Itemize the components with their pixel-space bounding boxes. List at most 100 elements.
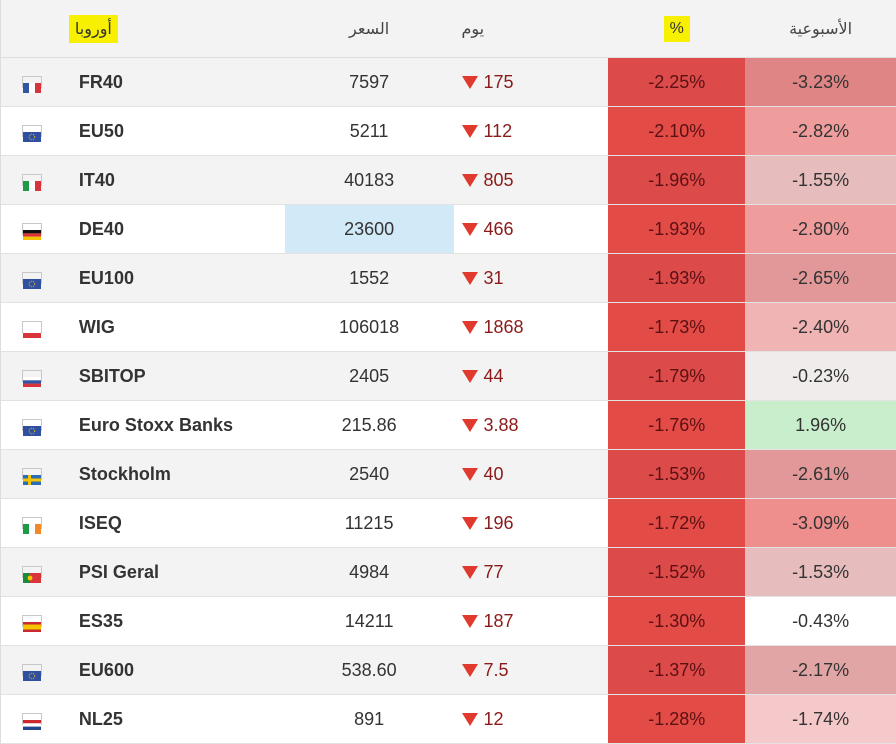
day-change-value: 12: [483, 708, 504, 729]
instrument-name[interactable]: EU50: [78, 120, 124, 141]
day-change-value: 31: [483, 267, 504, 288]
weekly-change-cell: -1.53%: [745, 548, 896, 596]
weekly-change-cell: -2.82%: [745, 107, 896, 155]
instrument-name[interactable]: Stockholm: [78, 463, 171, 484]
down-arrow-icon: [461, 565, 478, 579]
table-row[interactable]: ES35 14211 187 -1.30% -0.43%: [1, 597, 896, 646]
weekly-change-cell: -2.40%: [745, 303, 896, 351]
price-cell: 538.60: [341, 659, 397, 680]
netherlands-flag-icon: [21, 713, 42, 730]
down-arrow-icon: [461, 467, 478, 481]
instrument-name[interactable]: IT40: [78, 169, 115, 190]
eu-flag-icon: [21, 419, 42, 436]
day-change-value: 77: [483, 561, 504, 582]
flag-cell: [1, 499, 63, 547]
table-row[interactable]: ISEQ 11215 196 -1.72% -3.09%: [1, 499, 896, 548]
instrument-name[interactable]: EU600: [78, 659, 134, 680]
price-cell: 14211: [344, 610, 394, 631]
pct-change-cell: -1.93%: [608, 254, 746, 302]
table-row[interactable]: EU600 538.60 7.5 -1.37% -2.17%: [1, 646, 896, 695]
weekly-change-cell: -2.17%: [745, 646, 896, 694]
price-cell: 2405: [349, 365, 390, 386]
weekly-change-cell: -3.09%: [745, 499, 896, 547]
day-change-value: 187: [483, 610, 514, 631]
header-pct[interactable]: %: [608, 0, 745, 57]
pct-label: %: [663, 15, 690, 42]
down-arrow-icon: [461, 124, 478, 138]
price-cell: 891: [354, 708, 385, 729]
day-change-cell: 40: [454, 450, 609, 498]
down-arrow-icon: [461, 173, 478, 187]
eu-flag-icon: [21, 272, 42, 289]
weekly-change-cell: -0.23%: [745, 352, 896, 400]
price-cell: 106018: [339, 316, 400, 337]
header-day[interactable]: يوم: [461, 20, 485, 38]
day-change-value: 466: [483, 218, 514, 239]
slovenia-flag-icon: [21, 370, 42, 387]
day-change-cell: 175: [454, 58, 609, 106]
down-arrow-icon: [461, 712, 478, 726]
flag-cell: [1, 254, 63, 302]
header-week[interactable]: الأسبوعية: [789, 20, 853, 38]
down-arrow-icon: [461, 271, 478, 285]
instrument-name[interactable]: ISEQ: [78, 512, 122, 533]
germany-flag-icon: [21, 223, 42, 240]
table-row[interactable]: IT40 40183 805 -1.96% -1.55%: [1, 156, 896, 205]
table-row[interactable]: WIG 106018 1868 -1.73% -2.40%: [1, 303, 896, 352]
ireland-flag-icon: [21, 517, 42, 534]
flag-cell: [1, 107, 63, 155]
weekly-change-cell: -1.74%: [745, 695, 896, 743]
flag-cell: [1, 58, 63, 106]
day-change-cell: 31: [454, 254, 609, 302]
flag-cell: [1, 597, 63, 645]
instrument-name[interactable]: WIG: [78, 316, 115, 337]
day-change-value: 805: [483, 169, 514, 190]
pct-change-cell: -2.10%: [608, 107, 746, 155]
instrument-name[interactable]: FR40: [78, 71, 123, 92]
flag-cell: [1, 450, 63, 498]
table-row[interactable]: EU50 5211 112 -2.10% -2.82%: [1, 107, 896, 156]
instrument-name[interactable]: PSI Geral: [78, 561, 159, 582]
table-row[interactable]: EU100 1552 31 -1.93% -2.65%: [1, 254, 896, 303]
day-change-cell: 112: [454, 107, 609, 155]
instrument-name[interactable]: EU100: [78, 267, 134, 288]
day-change-cell: 3.88: [454, 401, 609, 449]
pct-change-cell: -1.30%: [608, 597, 746, 645]
instrument-name[interactable]: ES35: [78, 610, 123, 631]
price-cell: 23600: [284, 205, 454, 253]
down-arrow-icon: [461, 222, 478, 236]
instrument-name[interactable]: NL25: [78, 708, 123, 729]
flag-cell: [1, 205, 63, 253]
day-change-value: 175: [483, 71, 514, 92]
table-row[interactable]: DE40 23600 466 -1.93% -2.80%: [1, 205, 896, 254]
header-region[interactable]: أوروبا: [63, 0, 285, 57]
eu-flag-icon: [21, 664, 42, 681]
price-cell: 1552: [349, 267, 390, 288]
sweden-flag-icon: [21, 468, 42, 485]
table-row[interactable]: Euro Stoxx Banks 215.86 3.88 -1.76% 1.96%: [1, 401, 896, 450]
day-change-cell: 77: [454, 548, 609, 596]
table-row[interactable]: SBITOP 2405 44 -1.79% -0.23%: [1, 352, 896, 401]
price-cell: 4984: [349, 561, 390, 582]
table-row[interactable]: FR40 7597 175 -2.25% -3.23%: [1, 58, 896, 107]
instrument-name[interactable]: SBITOP: [78, 365, 146, 386]
table-row[interactable]: NL25 891 12 -1.28% -1.74%: [1, 695, 896, 744]
down-arrow-icon: [461, 320, 478, 334]
day-change-value: 40: [483, 463, 504, 484]
instrument-name[interactable]: Euro Stoxx Banks: [78, 414, 233, 435]
weekly-change-cell: -3.23%: [745, 58, 896, 106]
flag-cell: [1, 401, 63, 449]
table-row[interactable]: PSI Geral 4984 77 -1.52% -1.53%: [1, 548, 896, 597]
flag-cell: [1, 695, 63, 743]
table-row[interactable]: Stockholm 2540 40 -1.53% -2.61%: [1, 450, 896, 499]
header-price[interactable]: السعر: [349, 20, 390, 38]
day-change-cell: 1868: [454, 303, 609, 351]
day-change-cell: 12: [454, 695, 609, 743]
pct-change-cell: -1.28%: [608, 695, 746, 743]
down-arrow-icon: [461, 418, 478, 432]
down-arrow-icon: [461, 663, 478, 677]
day-change-value: 196: [483, 512, 514, 533]
instrument-name[interactable]: DE40: [78, 218, 124, 239]
portugal-flag-icon: [21, 566, 42, 583]
